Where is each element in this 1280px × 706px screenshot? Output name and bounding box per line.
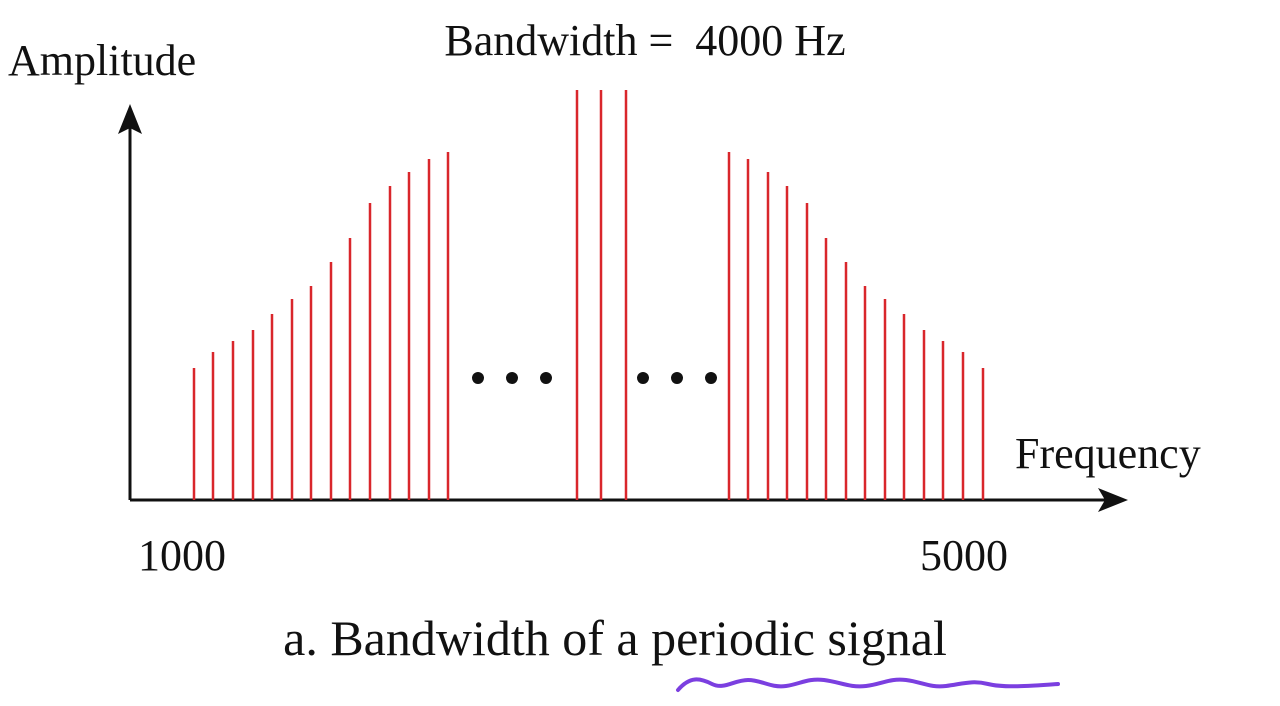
x-axis-label: Frequency (1015, 429, 1201, 478)
caption: a. Bandwidth of a periodic signal (283, 610, 947, 666)
x-axis-arrow (1098, 488, 1128, 512)
spectrum-lines (192, 90, 985, 500)
y-axis-arrow (118, 104, 142, 134)
x-start-label: 1000 (138, 531, 226, 580)
underline-annotation (676, 677, 1060, 692)
y-axis-label: Amplitude (8, 36, 196, 85)
title: Bandwidth = 4000 Hz (444, 16, 845, 65)
ellipsis-dots (472, 372, 717, 384)
x-end-label: 5000 (920, 531, 1008, 580)
